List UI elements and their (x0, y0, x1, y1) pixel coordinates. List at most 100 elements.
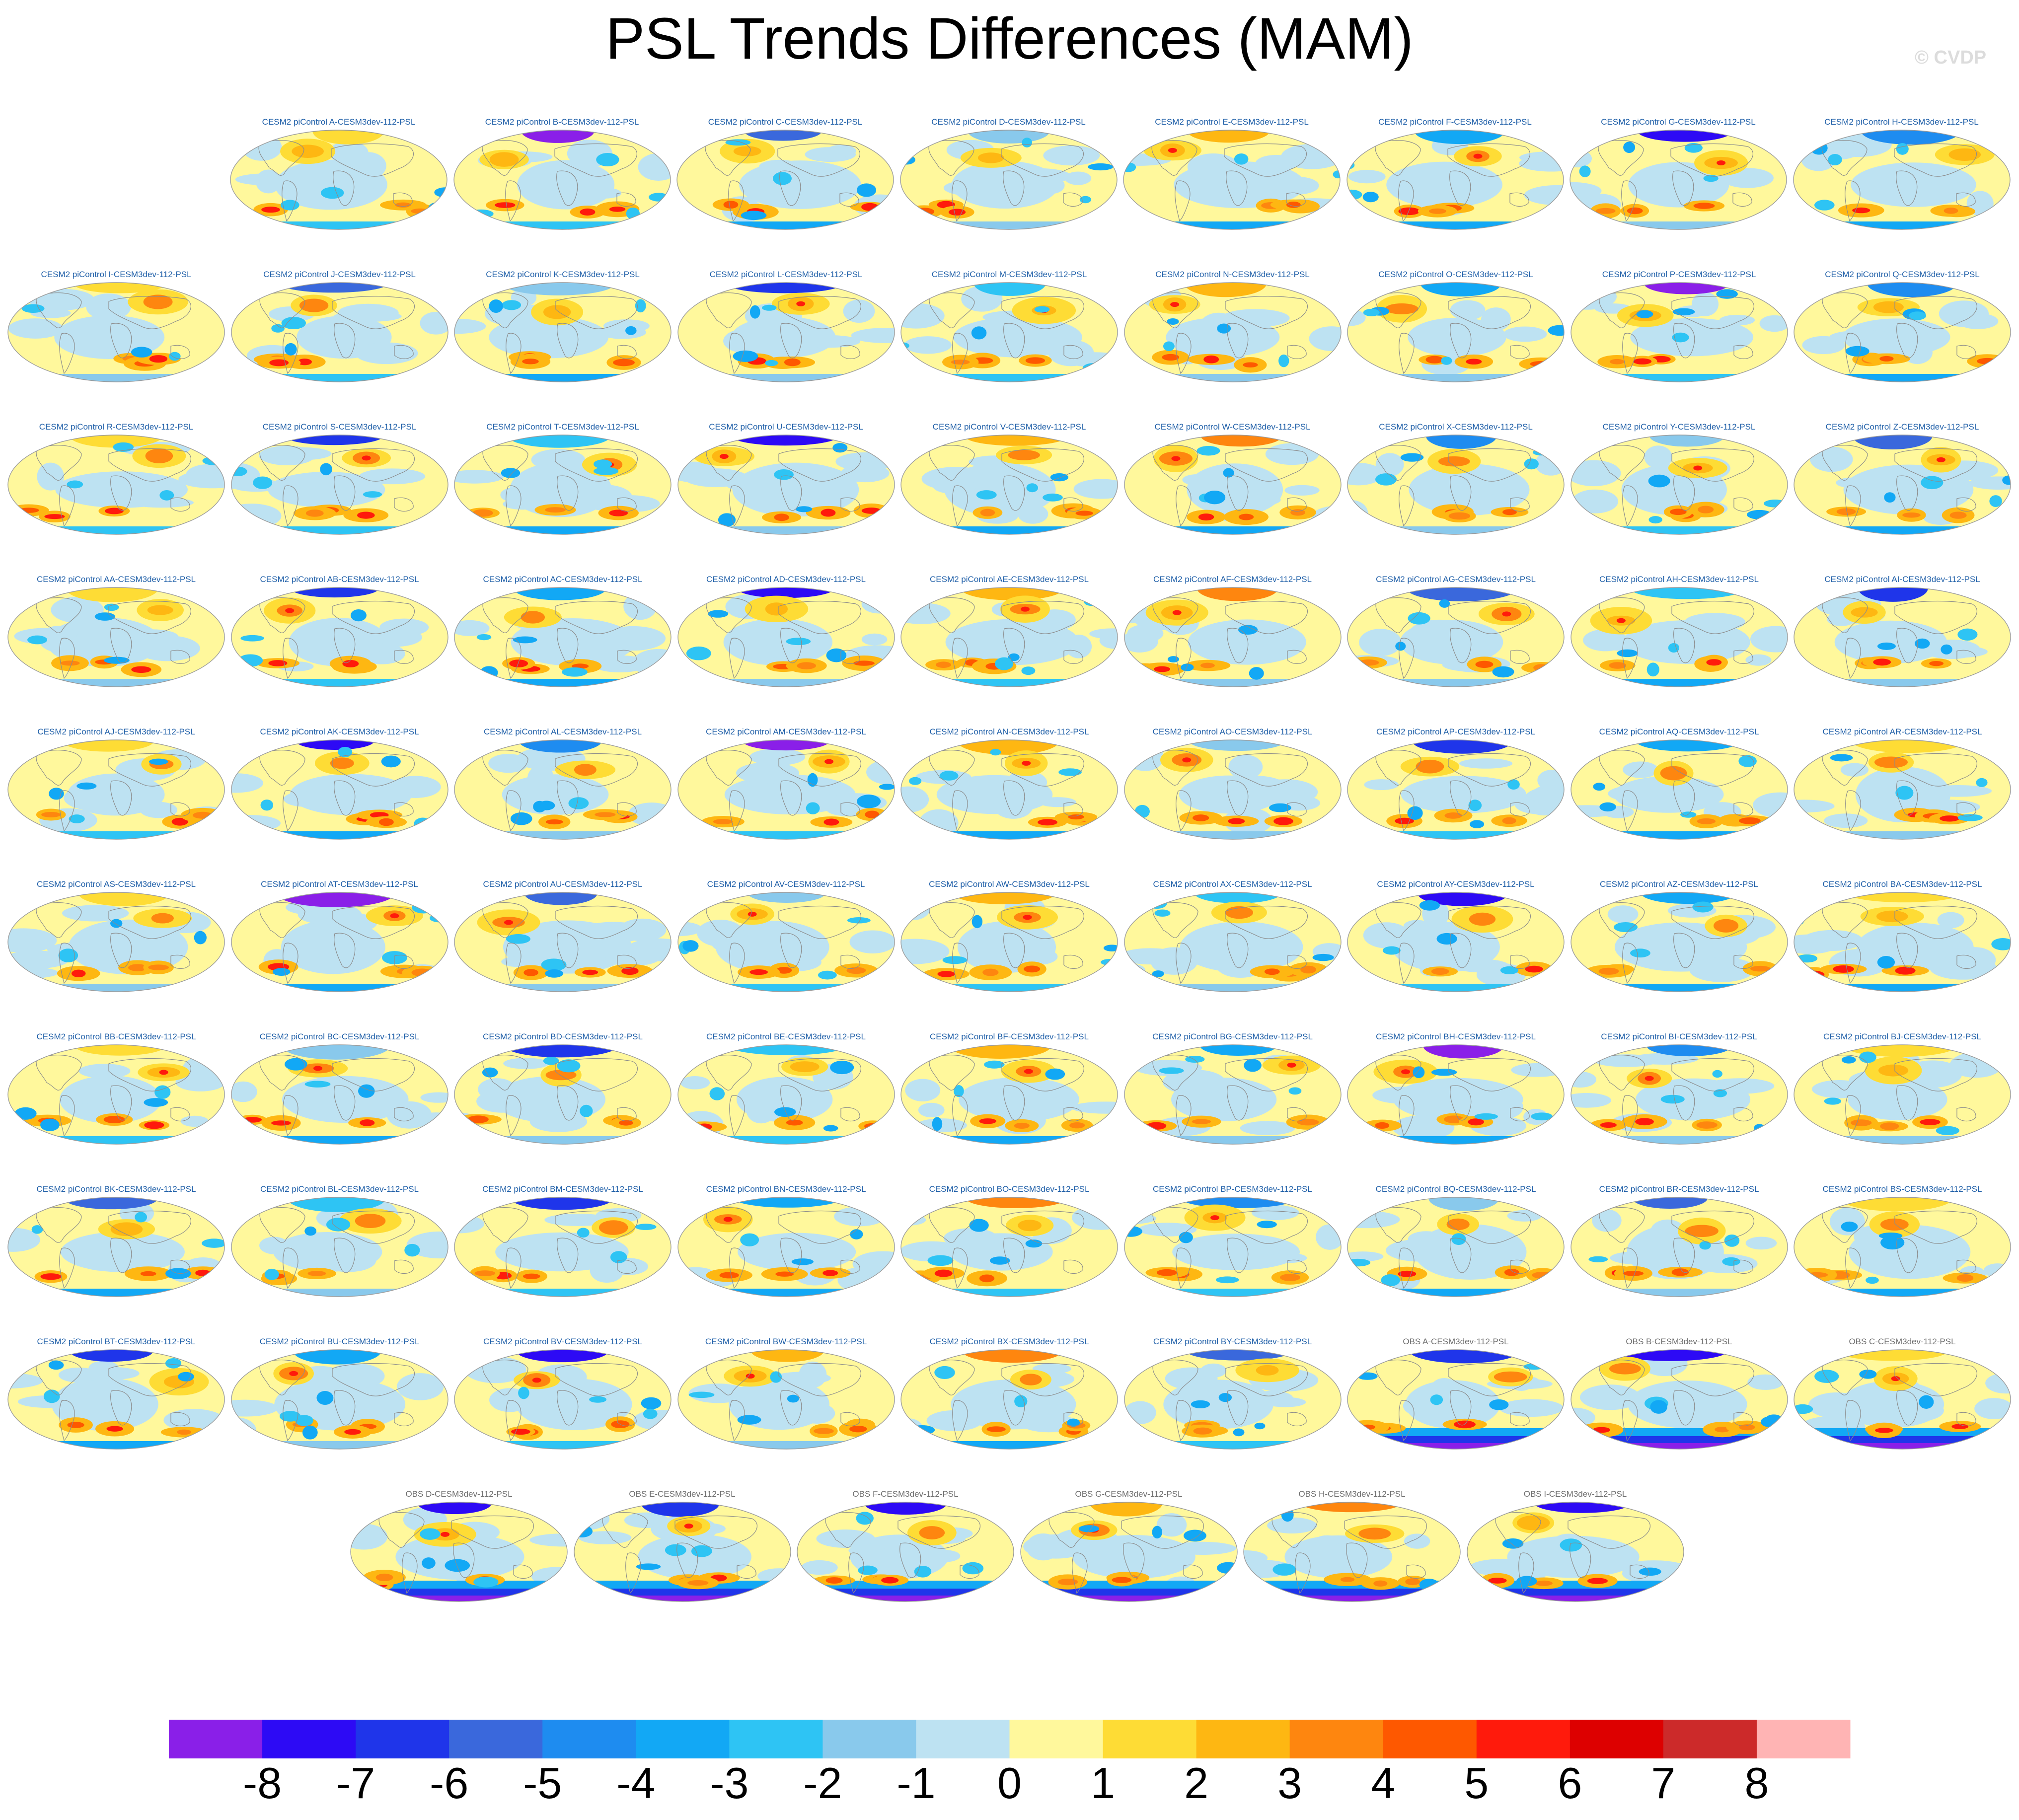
map-field (900, 1349, 1118, 1450)
panel-title: OBS D-CESM3dev-112-PSL (405, 1489, 513, 1499)
panel-title: CESM2 piControl Y-CESM3dev-112-PSL (1602, 422, 1756, 432)
map-field (900, 1197, 1118, 1297)
colorbar-swatch (636, 1720, 730, 1758)
map-field (7, 1044, 225, 1145)
map-panel: CESM2 piControl AI-CESM3dev-112-PSL (1793, 575, 2012, 692)
map-field (454, 1349, 672, 1450)
map-panel: CESM2 piControl U-CESM3dev-112-PSL (677, 422, 896, 539)
map-panel: CESM2 piControl AX-CESM3dev-112-PSL (1123, 879, 1342, 997)
map-panel: CESM2 piControl AS-CESM3dev-112-PSL (7, 879, 225, 997)
panel-title: CESM2 piControl BN-CESM3dev-112-PSL (706, 1184, 866, 1194)
map-field (1123, 892, 1342, 992)
map-panel: CESM2 piControl AP-CESM3dev-112-PSL (1346, 727, 1565, 844)
panel-title: CESM2 piControl Z-CESM3dev-112-PSL (1825, 422, 1979, 432)
panel-title: CESM2 piControl BB-CESM3dev-112-PSL (36, 1032, 196, 1041)
map-panel: OBS F-CESM3dev-112-PSL (796, 1489, 1015, 1606)
colorbar-tick-label: 8 (1744, 1758, 1769, 1808)
map-panel: CESM2 piControl BI-CESM3dev-112-PSL (1570, 1032, 1789, 1149)
colorbar-swatch (449, 1720, 543, 1758)
panel-title: OBS C-CESM3dev-112-PSL (1849, 1337, 1956, 1346)
map-panel: CESM2 piControl A-CESM3dev-112-PSL (229, 117, 448, 234)
map-panel: CESM2 piControl BP-CESM3dev-112-PSL (1123, 1184, 1342, 1302)
map-panel: CESM2 piControl AF-CESM3dev-112-PSL (1123, 575, 1342, 692)
panel-title: CESM2 piControl AY-CESM3dev-112-PSL (1377, 879, 1535, 889)
panel-title: CESM2 piControl BA-CESM3dev-112-PSL (1822, 879, 1982, 889)
map-panel: CESM2 piControl F-CESM3dev-112-PSL (1346, 117, 1565, 234)
map-field (350, 1502, 568, 1602)
map-field (1794, 282, 2011, 382)
map-field (677, 1197, 895, 1297)
map-field (1123, 587, 1342, 687)
map-field (230, 739, 449, 840)
panel-title: CESM2 piControl K-CESM3dev-112-PSL (486, 270, 640, 279)
panel-title: CESM2 piControl BM-CESM3dev-112-PSL (482, 1184, 643, 1194)
map-field (230, 1349, 449, 1450)
panel-title: CESM2 piControl BD-CESM3dev-112-PSL (483, 1032, 643, 1041)
map-panel: CESM2 piControl L-CESM3dev-112-PSL (677, 270, 896, 387)
map-field (454, 282, 672, 382)
map-panel: CESM2 piControl BE-CESM3dev-112-PSL (677, 1032, 896, 1149)
map-panel: CESM2 piControl AW-CESM3dev-112-PSL (900, 879, 1119, 997)
colorbar-tick-label: 4 (1371, 1758, 1395, 1808)
colorbar-swatch (1289, 1720, 1384, 1758)
map-panel: CESM2 piControl D-CESM3dev-112-PSL (899, 117, 1118, 234)
map-panel: CESM2 piControl BN-CESM3dev-112-PSL (677, 1184, 896, 1302)
map-field (1123, 1197, 1342, 1297)
map-panel: CESM2 piControl AY-CESM3dev-112-PSL (1346, 879, 1565, 997)
map-field (1794, 1349, 2011, 1450)
map-field (454, 892, 672, 992)
panel-title: CESM2 piControl R-CESM3dev-112-PSL (39, 422, 194, 432)
map-field (1020, 1502, 1238, 1602)
map-field (454, 587, 672, 687)
colorbar-tick-label: 6 (1558, 1758, 1582, 1808)
colorbar-swatch (1476, 1720, 1570, 1758)
panel-title: CESM2 piControl O-CESM3dev-112-PSL (1378, 270, 1533, 279)
map-panel: CESM2 piControl Z-CESM3dev-112-PSL (1793, 422, 2012, 539)
panel-title: CESM2 piControl AZ-CESM3dev-112-PSL (1599, 879, 1759, 889)
panel-title: CESM2 piControl AS-CESM3dev-112-PSL (37, 879, 196, 889)
map-field (1346, 130, 1564, 230)
colorbar-tick-label: 2 (1184, 1758, 1208, 1808)
map-field (454, 739, 672, 840)
map-panel: CESM2 piControl AU-CESM3dev-112-PSL (453, 879, 672, 997)
colorbar-swatch (1103, 1720, 1197, 1758)
panel-title: OBS E-CESM3dev-112-PSL (629, 1489, 736, 1499)
panel-title: CESM2 piControl BQ-CESM3dev-112-PSL (1375, 1184, 1536, 1194)
panel-title: CESM2 piControl S-CESM3dev-112-PSL (262, 422, 417, 432)
map-field (1794, 1197, 2011, 1297)
panel-title: CESM2 piControl L-CESM3dev-112-PSL (709, 270, 863, 279)
map-field (677, 435, 895, 535)
map-field (1570, 1349, 1788, 1450)
panel-title: OBS H-CESM3dev-112-PSL (1298, 1489, 1406, 1499)
map-panel: CESM2 piControl W-CESM3dev-112-PSL (1123, 422, 1342, 539)
map-field (230, 587, 449, 687)
map-panel: CESM2 piControl B-CESM3dev-112-PSL (453, 117, 672, 234)
panel-title: CESM2 piControl C-CESM3dev-112-PSL (708, 117, 863, 127)
panel-title: CESM2 piControl X-CESM3dev-112-PSL (1379, 422, 1533, 432)
panel-title: CESM2 piControl BW-CESM3dev-112-PSL (705, 1337, 867, 1346)
map-panel: CESM2 piControl N-CESM3dev-112-PSL (1123, 270, 1342, 387)
colorbar-swatch (1009, 1720, 1104, 1758)
colorbar-swatch (1756, 1720, 1851, 1758)
map-field (1123, 282, 1342, 382)
panel-title: CESM2 piControl AU-CESM3dev-112-PSL (483, 879, 643, 889)
colorbar-tick-label: -2 (803, 1758, 842, 1808)
map-panel: CESM2 piControl AH-CESM3dev-112-PSL (1570, 575, 1789, 692)
map-field (230, 435, 449, 535)
panel-title: CESM2 piControl P-CESM3dev-112-PSL (1602, 270, 1756, 279)
map-panel: CESM2 piControl BY-CESM3dev-112-PSL (1123, 1337, 1342, 1454)
panel-title: CESM2 piControl D-CESM3dev-112-PSL (931, 117, 1086, 127)
map-panel: CESM2 piControl BB-CESM3dev-112-PSL (7, 1032, 225, 1149)
panel-title: CESM2 piControl BE-CESM3dev-112-PSL (706, 1032, 866, 1041)
map-panel: CESM2 piControl BT-CESM3dev-112-PSL (7, 1337, 225, 1454)
panel-title: CESM2 piControl BP-CESM3dev-112-PSL (1153, 1184, 1312, 1194)
map-field (1793, 130, 2011, 230)
map-panel: OBS G-CESM3dev-112-PSL (1020, 1489, 1238, 1606)
map-panel: CESM2 piControl I-CESM3dev-112-PSL (7, 270, 225, 387)
map-panel: CESM2 piControl BJ-CESM3dev-112-PSL (1793, 1032, 2012, 1149)
panel-title: CESM2 piControl AO-CESM3dev-112-PSL (1152, 727, 1313, 736)
map-panel: CESM2 piControl BO-CESM3dev-112-PSL (900, 1184, 1119, 1302)
map-field (230, 130, 448, 230)
colorbar-swatch (729, 1720, 823, 1758)
colorbar-swatch (1383, 1720, 1477, 1758)
